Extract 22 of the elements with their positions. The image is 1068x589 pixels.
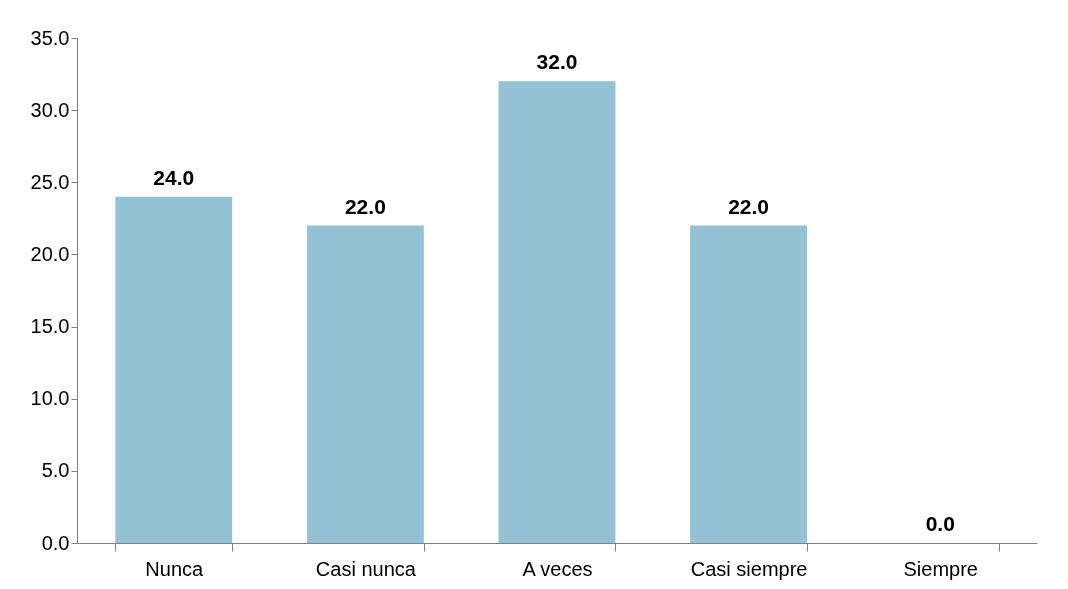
data-label: 32.0 [536, 50, 578, 74]
y-tick-label: 15.0 [30, 315, 70, 338]
bar [690, 225, 808, 543]
y-tick-label: 10.0 [30, 387, 70, 410]
y-tick-label: 0.0 [41, 531, 70, 554]
x-tick-label: Casi nunca [315, 557, 417, 580]
y-tick-label: 5.0 [41, 459, 70, 482]
x-tick-label: Casi siempre [690, 557, 808, 580]
data-label: 24.0 [153, 165, 195, 189]
data-label: 22.0 [344, 194, 386, 218]
x-tick-label: A veces [522, 557, 593, 580]
bar [498, 81, 616, 543]
x-tick-label: Nunca [145, 557, 205, 580]
data-label: 0.0 [925, 512, 955, 535]
y-tick-label: 20.0 [30, 242, 70, 265]
y-tick-label: 25.0 [30, 170, 70, 193]
data-label: 22.0 [728, 194, 770, 218]
y-tick-label: 35.0 [30, 26, 70, 49]
y-tick-label: 30.0 [30, 98, 70, 121]
bar [306, 225, 424, 543]
x-tick-label: Siempre [903, 557, 978, 580]
bar [115, 196, 233, 543]
